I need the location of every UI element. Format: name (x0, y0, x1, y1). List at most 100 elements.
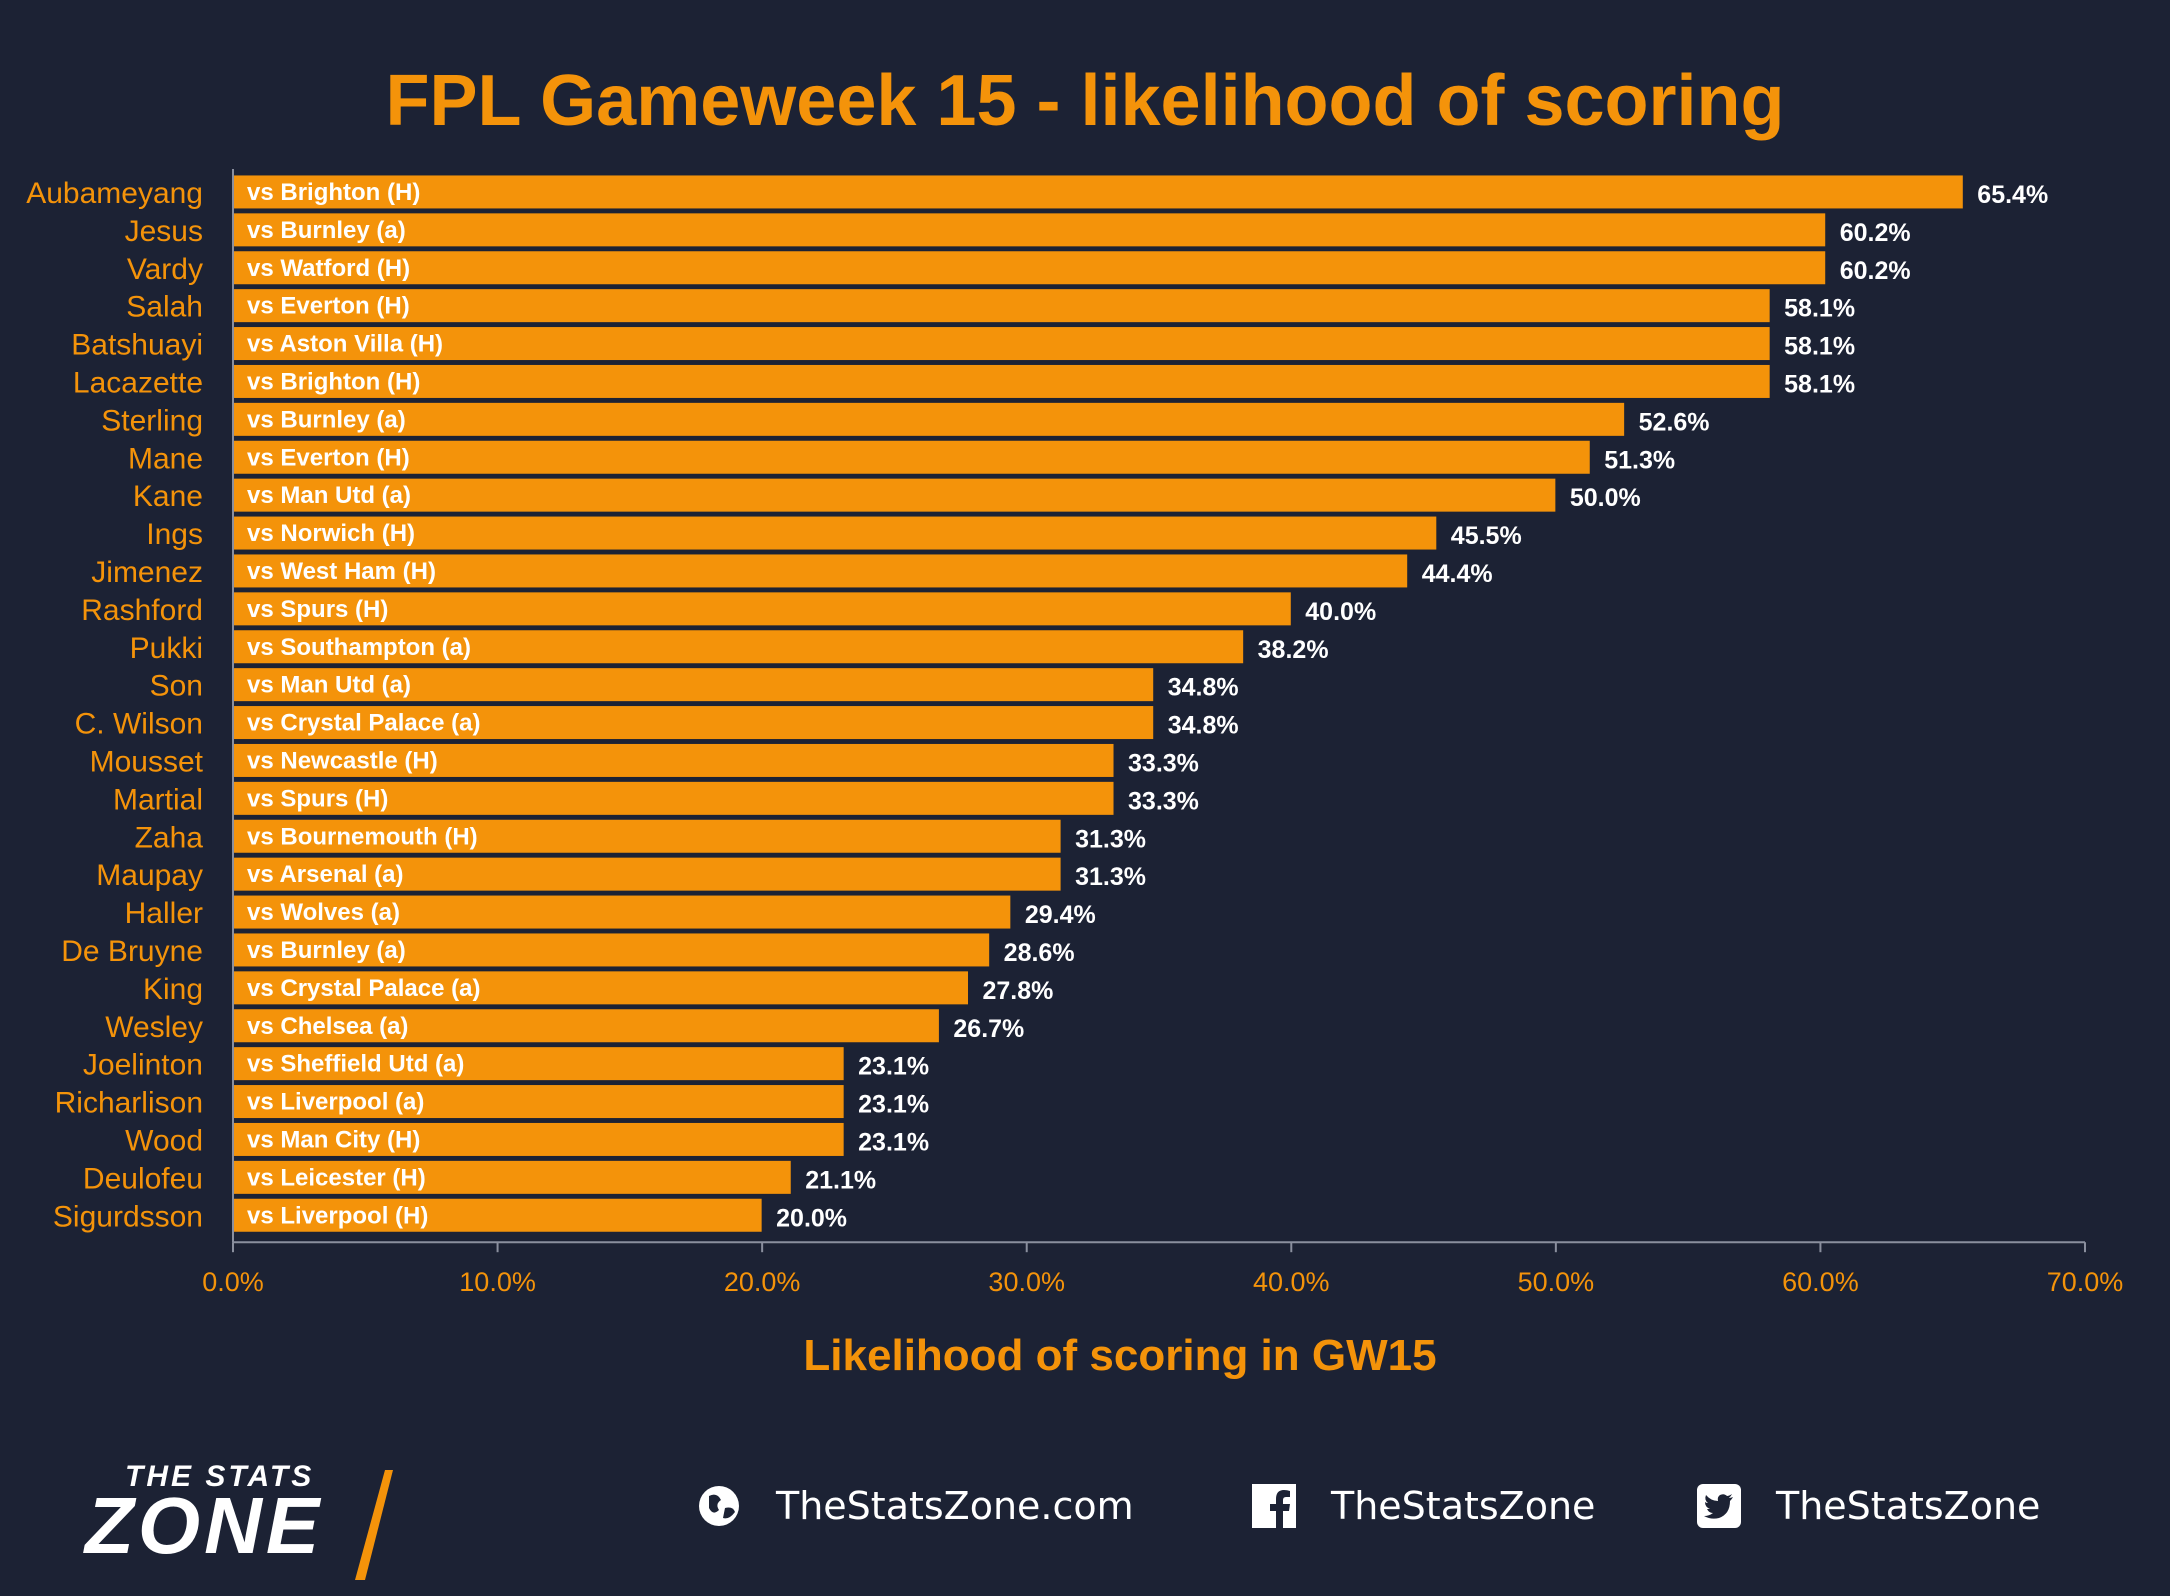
twitter-link[interactable]: TheStatsZone (1690, 1482, 2040, 1530)
bar (232, 970, 970, 1006)
x-tick-label: 50.0% (1518, 1267, 1595, 1297)
x-tick-label: 30.0% (988, 1267, 1065, 1297)
fixture-label: vs Aston Villa (H) (247, 331, 443, 358)
twitter-text: TheStatsZone (1776, 1484, 2041, 1528)
fixture-label: vs Liverpool (H) (247, 1202, 428, 1229)
fixture-label: vs Arsenal (a) (247, 861, 404, 888)
value-label: 33.3% (1128, 749, 1199, 777)
player-label: Jesus (125, 215, 203, 248)
fixture-label: vs Man City (H) (247, 1126, 420, 1153)
value-label: 34.8% (1168, 674, 1239, 702)
x-tick-label: 70.0% (2047, 1267, 2124, 1297)
player-label: Haller (125, 897, 203, 930)
value-label: 29.4% (1025, 901, 1096, 929)
value-label: 23.1% (858, 1128, 929, 1156)
fixture-label: vs Brighton (H) (247, 368, 420, 395)
bar (232, 515, 1438, 551)
footer: THE STATS ZONE TheStatsZone.com TheStats… (0, 1430, 2170, 1596)
value-label: 58.1% (1784, 295, 1855, 323)
player-label: Kane (133, 480, 203, 513)
player-label: Maupay (96, 859, 203, 892)
player-label: Salah (126, 291, 203, 324)
fixture-label: vs Burnley (a) (247, 217, 406, 244)
x-tick-label: 20.0% (724, 1267, 801, 1297)
player-label: Jimenez (91, 556, 203, 589)
chart-title: FPL Gameweek 15 - likelihood of scoring (385, 61, 1784, 141)
bar (232, 250, 1827, 286)
value-label: 60.2% (1840, 219, 1911, 247)
value-label: 31.3% (1075, 863, 1146, 891)
bar (232, 439, 1591, 475)
fixture-label: vs Liverpool (a) (247, 1089, 424, 1116)
bar (232, 742, 1115, 778)
value-label: 33.3% (1128, 787, 1199, 815)
bar (232, 363, 1771, 399)
player-label: Wesley (105, 1011, 203, 1044)
value-label: 31.3% (1075, 825, 1146, 853)
player-label: Sigurdsson (53, 1200, 203, 1233)
value-label: 52.6% (1639, 408, 1710, 436)
fixture-label: vs Man Utd (a) (247, 672, 411, 699)
fixture-label: vs West Ham (H) (247, 558, 436, 585)
bar (232, 326, 1771, 362)
facebook-link[interactable]: TheStatsZone (1245, 1482, 1595, 1530)
value-label: 27.8% (983, 977, 1054, 1005)
bars-layer: Aubameyang vs Brighton (H) 65.4% Jesus vs Bu… (26, 174, 2048, 1233)
bar (232, 932, 991, 968)
value-label: 28.6% (1004, 939, 1075, 967)
value-label: 45.5% (1451, 522, 1522, 550)
player-label: Son (150, 670, 203, 703)
website-link[interactable]: TheStatsZone.com (690, 1482, 1134, 1530)
bar-chart: FPL Gameweek 15 - likelihood of scoring … (26, 61, 2123, 1380)
value-label: 58.1% (1784, 370, 1855, 398)
value-label: 60.2% (1840, 257, 1911, 285)
fixture-label: vs Chelsea (a) (247, 1013, 408, 1040)
bar (232, 1008, 940, 1044)
player-label: Joelinton (83, 1049, 203, 1082)
fixture-label: vs Brighton (H) (247, 179, 420, 206)
player-label: Batshuayi (71, 329, 203, 362)
player-label: Mousset (90, 745, 204, 778)
value-label: 38.2% (1258, 636, 1329, 664)
bar (232, 477, 1557, 513)
bar (232, 629, 1245, 665)
value-label: 21.1% (805, 1166, 876, 1194)
value-label: 26.7% (953, 1015, 1024, 1043)
fixture-label: vs Watford (H) (247, 255, 410, 282)
player-label: Lacazette (73, 366, 203, 399)
player-label: Martial (113, 783, 203, 816)
fixture-label: vs Southampton (a) (247, 634, 471, 661)
value-label: 23.1% (858, 1091, 929, 1119)
player-label: King (143, 973, 203, 1006)
x-tick-label: 10.0% (459, 1267, 536, 1297)
twitter-icon (1697, 1484, 1741, 1528)
bar (232, 1046, 845, 1082)
player-label: Aubameyang (26, 177, 203, 210)
fixture-label: vs Leicester (H) (247, 1164, 426, 1191)
x-axis: 0.0% 10.0% 20.0% 30.0% 40.0% 50.0% 60.0% 70.0% (202, 169, 2123, 1297)
player-label: Deulofeu (83, 1162, 203, 1195)
logo-top-text: THE STATS (125, 1460, 315, 1493)
bar (232, 401, 1626, 437)
fixture-label: vs Spurs (H) (247, 596, 388, 623)
bar (232, 1084, 845, 1120)
fixture-label: vs Burnley (a) (247, 937, 406, 964)
fixture-label: vs Everton (H) (247, 444, 410, 471)
x-tick-label: 60.0% (1782, 1267, 1859, 1297)
value-label: 20.0% (776, 1204, 847, 1232)
x-tick-label: 0.0% (202, 1267, 264, 1297)
x-tick-label: 40.0% (1253, 1267, 1330, 1297)
fixture-label: vs Burnley (a) (247, 406, 406, 433)
facebook-icon (1252, 1484, 1296, 1528)
player-label: De Bruyne (61, 935, 203, 968)
value-label: 44.4% (1422, 560, 1493, 588)
value-label: 58.1% (1784, 333, 1855, 361)
logo-main-text: ZONE (85, 1481, 324, 1570)
fixture-label: vs Crystal Palace (a) (247, 975, 480, 1002)
facebook-text: TheStatsZone (1331, 1484, 1596, 1528)
x-axis-label: Likelihood of scoring in GW15 (803, 1331, 1436, 1380)
stats-zone-logo: THE STATS ZONE (85, 1460, 465, 1580)
fixture-label: vs Man Utd (a) (247, 482, 411, 509)
bar (232, 288, 1771, 324)
